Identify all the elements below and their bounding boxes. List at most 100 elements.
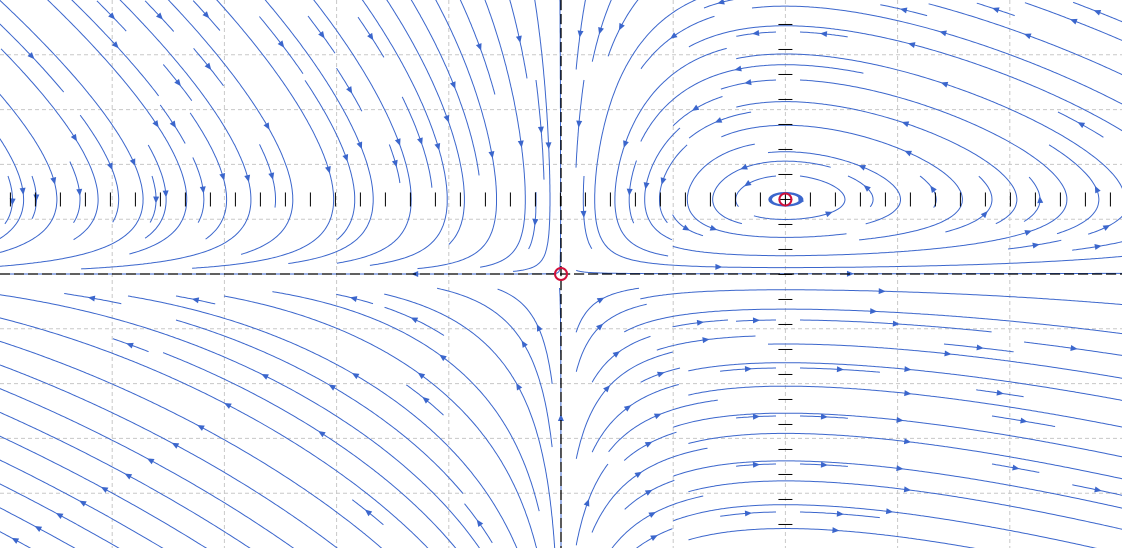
- stream-arrow: [744, 79, 752, 86]
- stream-arrow: [318, 31, 325, 39]
- stream-arrow: [434, 142, 441, 151]
- streamline: [127, 295, 518, 548]
- stream-arrow: [488, 151, 495, 159]
- stream-arrow: [162, 190, 169, 198]
- stream-arrow: [1024, 230, 1033, 236]
- stream-arrow: [33, 194, 40, 202]
- stream-arrow: [199, 186, 206, 194]
- stream-arrow: [976, 344, 984, 351]
- stream-arrow: [696, 319, 705, 326]
- stream-arrow: [191, 297, 200, 304]
- streamline: [575, 463, 609, 546]
- stream-arrow: [878, 288, 886, 295]
- stream-arrow: [903, 438, 912, 445]
- stream-arrow: [904, 390, 912, 397]
- stream-arrow: [422, 396, 430, 404]
- stream-arrow: [107, 162, 113, 171]
- stream-arrow: [146, 458, 155, 465]
- stream-arrow: [996, 389, 1004, 396]
- stream-arrow: [904, 366, 912, 373]
- stream-arrow: [691, 104, 700, 111]
- stream-arrow: [819, 31, 828, 38]
- streamline: [575, 351, 673, 459]
- stream-arrow: [752, 30, 760, 36]
- streamline: [0, 317, 429, 548]
- stream-arrow: [417, 372, 426, 380]
- stream-arrow: [515, 35, 522, 44]
- stream-arrow: [903, 486, 912, 493]
- stream-arrow: [50, 177, 57, 185]
- stream-arrow: [744, 366, 753, 373]
- stream-arrow: [1094, 486, 1102, 493]
- stream-arrow: [899, 7, 908, 14]
- stream-arrow: [557, 413, 564, 421]
- stream-arrow: [521, 340, 528, 348]
- stream-arrow: [443, 114, 450, 123]
- stream-arrow: [204, 62, 212, 70]
- stream-arrow: [1037, 196, 1044, 204]
- stream-arrow: [744, 510, 753, 517]
- stream-arrow: [224, 403, 232, 409]
- streamline: [640, 64, 864, 142]
- stream-arrow: [858, 165, 866, 171]
- streamline: [614, 47, 727, 257]
- stream-arrow: [744, 179, 752, 187]
- stream-arrow: [944, 350, 952, 357]
- stream-arrow: [752, 413, 761, 420]
- stream-arrow: [596, 297, 605, 304]
- stream-arrow: [476, 519, 484, 527]
- stream-arrow: [55, 513, 64, 519]
- streamline: [71, 0, 159, 97]
- stream-arrow: [169, 120, 177, 129]
- stream-arrow: [643, 182, 650, 190]
- stream-arrow: [356, 141, 363, 150]
- stream-arrow: [901, 121, 910, 128]
- stream-arrow: [328, 384, 337, 391]
- stream-arrow: [219, 173, 226, 181]
- stream-arrow: [940, 81, 949, 88]
- stream-arrow: [820, 413, 828, 420]
- fixed-point: [554, 267, 568, 281]
- streamline: [928, 3, 1122, 76]
- streamline: [0, 138, 25, 240]
- stream-arrow: [580, 210, 587, 218]
- stream-arrow: [516, 382, 523, 391]
- stream-arrow: [351, 372, 360, 380]
- fixed-points: [554, 192, 793, 281]
- streamline: [0, 364, 338, 548]
- stream-arrow: [475, 43, 482, 51]
- streamline: [0, 340, 383, 548]
- stream-arrow: [34, 526, 43, 533]
- stream-arrow: [449, 81, 456, 89]
- streamline: [417, 0, 497, 270]
- stream-arrow: [1020, 417, 1028, 424]
- stream-arrow: [367, 32, 374, 41]
- streamline: [712, 160, 831, 225]
- stream-arrow: [717, 0, 725, 5]
- stream-arrow: [318, 430, 326, 438]
- streamline: [410, 0, 480, 176]
- fixed-point: [778, 192, 793, 207]
- stream-arrow: [417, 137, 423, 145]
- stream-arrow: [202, 11, 210, 19]
- stream-arrow: [603, 385, 611, 393]
- stream-arrow: [1069, 18, 1078, 25]
- streamline: [162, 352, 457, 548]
- streamline: [656, 335, 756, 351]
- stream-arrow: [904, 150, 912, 157]
- streamline: [79, 114, 120, 223]
- stream-arrow: [155, 12, 163, 20]
- stream-arrow: [596, 323, 604, 331]
- streamline: [386, 0, 465, 245]
- streamline: [607, 0, 639, 57]
- stream-arrow: [277, 40, 285, 48]
- stream-arrow: [100, 486, 109, 493]
- streamline: [672, 214, 704, 237]
- streamline: [1048, 144, 1100, 235]
- stream-arrow: [1032, 242, 1040, 249]
- stream-arrow: [896, 416, 904, 423]
- stream-arrow: [714, 117, 723, 123]
- stream-arrow: [1012, 464, 1020, 471]
